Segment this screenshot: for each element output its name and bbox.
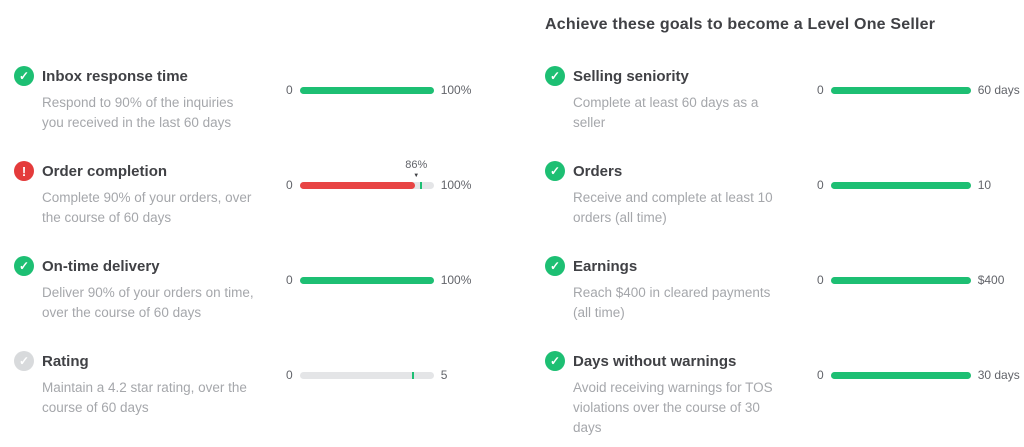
goal-description: Receive and complete at least 10 orders … (573, 190, 773, 225)
bar-start-label: 0 (286, 368, 293, 382)
bar-fill (830, 181, 971, 189)
level-one-seller-heading: Achieve these goals to become a Level On… (545, 16, 936, 33)
progress-bar: 0 5 (286, 368, 447, 382)
marker-arrow-icon: ▼ (413, 172, 420, 179)
success-check-icon: ✓ (545, 351, 565, 371)
performance-goals-column: ✓ Inbox response time Respond to 90% of … (14, 66, 492, 446)
success-check-icon: ✓ (14, 256, 34, 276)
progress-bar: 0 100% (286, 83, 471, 97)
bar-fill (830, 86, 971, 94)
goal-title: Selling seniority (573, 67, 689, 85)
bar-track (830, 181, 971, 189)
progress-bar: 0 100% (286, 273, 471, 287)
goal-title: Earnings (573, 257, 638, 275)
goal-info: ! Order completion Complete 90% of your … (14, 161, 286, 228)
bar-start-label: 0 (286, 178, 293, 192)
bar-track (299, 86, 434, 94)
progress-bar: 0 $400 (817, 273, 1004, 287)
bar-end-label: 100% (440, 178, 472, 192)
goal-item-selling-seniority: ✓ Selling seniority Complete at least 60… (545, 66, 1023, 161)
bar-track (830, 276, 971, 284)
goal-title: Order completion (42, 162, 168, 180)
progress-bar: 0 10 (817, 178, 991, 192)
goal-item-inbox-response-time: ✓ Inbox response time Respond to 90% of … (14, 66, 492, 161)
bar-track (830, 86, 971, 94)
goal-head: ✓ Orders (545, 161, 817, 181)
goal-item-rating: ✓ Rating Maintain a 4.2 star rating, ove… (14, 351, 492, 446)
current-value-label: 86% (405, 158, 428, 171)
goal-item-order-completion: ! Order completion Complete 90% of your … (14, 159, 492, 256)
success-check-icon: ✓ (545, 256, 565, 276)
bar-track (299, 276, 434, 284)
error-exclamation-icon: ! (14, 161, 34, 181)
goal-info: ✓ Rating Maintain a 4.2 star rating, ove… (14, 351, 286, 418)
goal-title: On-time delivery (42, 257, 160, 275)
goal-head: ✓ Selling seniority (545, 66, 817, 86)
current-value-marker: 86% ▼ (405, 158, 428, 179)
goal-threshold-tick (420, 181, 423, 189)
progress-bar: 0 30 days (817, 368, 1020, 382)
goal-info: ✓ Days without warnings Avoid receiving … (545, 351, 817, 438)
bar-end-label: 60 days (977, 83, 1020, 97)
goal-info: ✓ Selling seniority Complete at least 60… (545, 66, 817, 133)
bar-end-label: $400 (977, 273, 1005, 287)
goal-head: ✓ Earnings (545, 256, 817, 276)
bar-start-label: 0 (817, 368, 824, 382)
bar-start-label: 0 (817, 83, 824, 97)
bar-fill (299, 276, 434, 284)
bar-track (299, 371, 434, 379)
goal-info: ✓ Orders Receive and complete at least 1… (545, 161, 817, 228)
goal-head: ✓ On-time delivery (14, 256, 286, 276)
goal-item-earnings: ✓ Earnings Reach $400 in cleared payment… (545, 256, 1023, 351)
goal-description: Respond to 90% of the inquiries you rece… (42, 95, 234, 130)
goal-title: Rating (42, 352, 89, 370)
neutral-check-icon: ✓ (14, 351, 34, 371)
goal-description: Complete 90% of your orders, over the co… (42, 190, 252, 225)
goal-threshold-tick (412, 371, 415, 379)
goal-info: ✓ Earnings Reach $400 in cleared payment… (545, 256, 817, 323)
bar-track (830, 371, 971, 379)
goal-info: ✓ Inbox response time Respond to 90% of … (14, 66, 286, 133)
progress-bar: 0 86% ▼ 100% (286, 159, 472, 192)
bar-end-label: 100% (440, 273, 472, 287)
bar-fill (830, 276, 971, 284)
bar-end-label: 10 (977, 178, 992, 192)
bar-start-label: 0 (817, 273, 824, 287)
goal-head: ✓ Inbox response time (14, 66, 286, 86)
bar-end-label: 5 (440, 368, 448, 382)
level-one-goals-column: ✓ Selling seniority Complete at least 60… (545, 66, 1023, 446)
bar-fill (299, 86, 434, 94)
goal-item-orders: ✓ Orders Receive and complete at least 1… (545, 161, 1023, 256)
success-check-icon: ✓ (14, 66, 34, 86)
goal-description: Avoid receiving warnings for TOS violati… (573, 380, 773, 435)
success-check-icon: ✓ (545, 161, 565, 181)
goal-description: Complete at least 60 days as a seller (573, 95, 759, 130)
bar-start-label: 0 (817, 178, 824, 192)
bar-end-label: 30 days (977, 368, 1020, 382)
goal-title: Inbox response time (42, 67, 188, 85)
goal-item-days-without-warnings: ✓ Days without warnings Avoid receiving … (545, 351, 1023, 446)
bar-fill (299, 181, 415, 189)
goal-head: ✓ Days without warnings (545, 351, 817, 371)
goal-description: Maintain a 4.2 star rating, over the cou… (42, 380, 247, 415)
goal-item-on-time-delivery: ✓ On-time delivery Deliver 90% of your o… (14, 256, 492, 351)
goal-description: Reach $400 in cleared payments (all time… (573, 285, 771, 320)
bar-end-label: 100% (440, 83, 472, 97)
bar-fill (830, 371, 971, 379)
bar-start-label: 0 (286, 273, 293, 287)
goal-title: Orders (573, 162, 623, 180)
goal-title: Days without warnings (573, 352, 737, 370)
success-check-icon: ✓ (545, 66, 565, 86)
bar-start-label: 0 (286, 83, 293, 97)
goal-description: Deliver 90% of your orders on time, over… (42, 285, 254, 320)
goal-head: ✓ Rating (14, 351, 286, 371)
progress-bar: 0 60 days (817, 83, 1020, 97)
bar-track: 86% ▼ (299, 159, 434, 189)
goal-head: ! Order completion (14, 161, 286, 181)
goal-info: ✓ On-time delivery Deliver 90% of your o… (14, 256, 286, 323)
